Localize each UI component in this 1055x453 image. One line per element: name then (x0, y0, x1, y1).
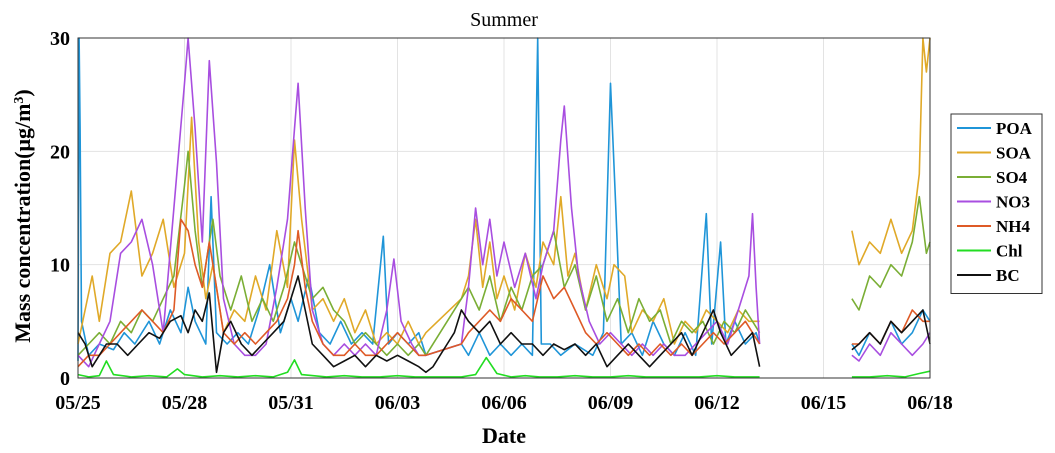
y-tick-label: 0 (60, 368, 70, 390)
legend-label-soa: SOA (996, 144, 1032, 163)
x-tick-label: 05/25 (55, 392, 101, 414)
x-tick-label: 05/31 (268, 392, 314, 414)
x-axis-label: Date (482, 423, 526, 448)
x-tick-label: 06/06 (481, 392, 527, 414)
legend-label-poa: POA (996, 119, 1033, 138)
tick-labels: 05/25 05/28 05/31 06/03 06/06 06/09 06/12 06/15… (50, 28, 953, 414)
x-tick-label: 05/28 (162, 392, 208, 414)
y-tick-label: 10 (50, 255, 70, 277)
legend-label-nh4: NH4 (996, 217, 1031, 236)
chart-title: Summer (470, 9, 538, 31)
legend-box (950, 113, 1043, 294)
x-tick-label: 06/18 (907, 392, 953, 414)
series-lines (77, 37, 931, 378)
y-tick-label: 20 (50, 141, 70, 163)
legend: POA SOA SO4 NO3 NH4 Chl BC (950, 113, 1043, 294)
plot-frame (77, 37, 931, 379)
x-tick-label: 06/15 (801, 392, 847, 414)
y-axis-label-close: ) (10, 89, 35, 96)
series-chl (77, 356, 931, 378)
series-so4 (77, 150, 931, 357)
legend-label-chl: Chl (996, 242, 1023, 261)
legend-label-no3: NO3 (996, 193, 1030, 212)
series-soa (77, 37, 931, 345)
y-axis-label-superscript: 3 (12, 97, 27, 104)
x-tick-label: 06/12 (694, 392, 740, 414)
y-axis-label-text: Mass concentration(μg/m (10, 104, 35, 343)
legend-label-bc: BC (996, 266, 1020, 285)
y-tick-label: 30 (50, 28, 70, 50)
x-tick-label: 06/03 (375, 392, 421, 414)
y-axis-label: Mass concentration(μg/m3) (10, 89, 35, 342)
series-bc (77, 275, 931, 374)
legend-label-so4: SO4 (996, 168, 1028, 187)
x-tick-label: 06/09 (588, 392, 634, 414)
